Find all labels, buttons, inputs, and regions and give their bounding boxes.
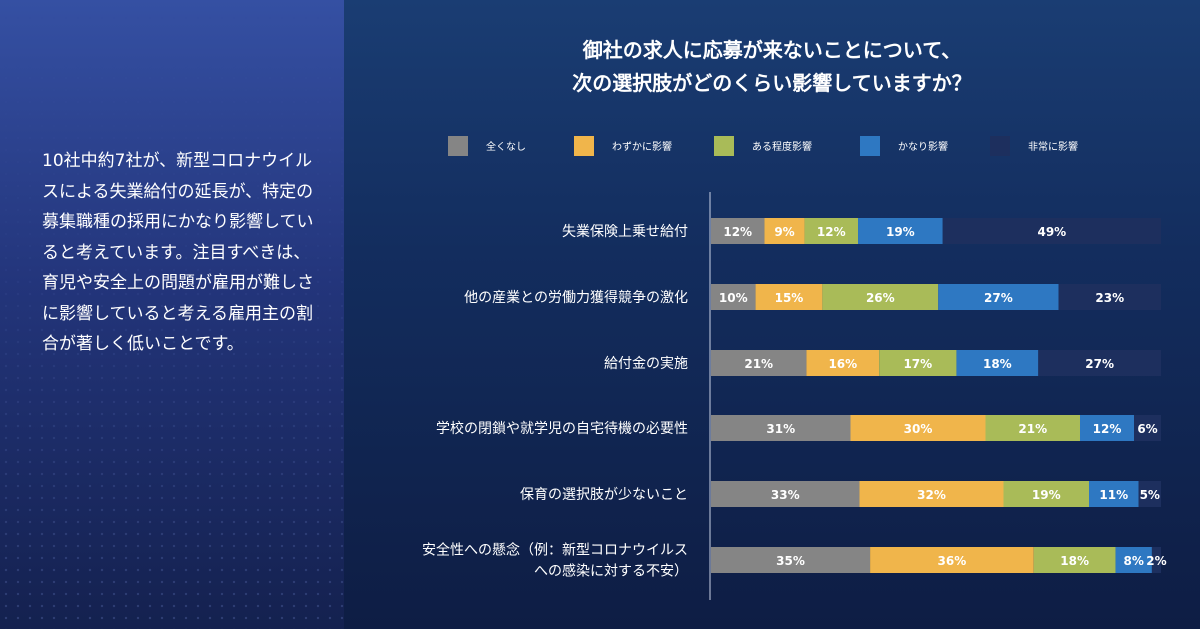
bar-segment	[956, 350, 1039, 376]
legend-swatch	[714, 136, 734, 156]
data-label: 35%	[776, 554, 805, 568]
bar-segment	[859, 481, 1004, 507]
data-label: 11%	[1099, 488, 1128, 502]
bar-segment	[1033, 547, 1116, 573]
legend-swatch	[990, 136, 1010, 156]
bar-segment	[711, 284, 756, 310]
bar-segment	[711, 350, 807, 376]
data-label: 21%	[1018, 422, 1047, 436]
category-label: 失業保険上乗せ給付	[562, 224, 688, 240]
bar-segment	[858, 218, 943, 244]
data-label: 19%	[1032, 488, 1061, 502]
bar-segment	[879, 350, 957, 376]
legend-label: 全くなし	[486, 140, 526, 153]
bar-segment	[1115, 547, 1152, 573]
category-label: 給付金の実施	[604, 356, 688, 372]
bar-segment	[985, 415, 1080, 441]
legend-label: ある程度影響	[752, 140, 812, 153]
legend-swatch	[574, 136, 594, 156]
category-label: 他の産業との労働力獲得競争の激化	[464, 289, 688, 306]
bar-segment	[755, 284, 823, 310]
summary-text: 10社中約7社が、新型コロナウイルスによる失業給付の延長が、特定の募集職種の採用…	[42, 151, 314, 354]
category-label: 安全性への懸念（例：新型コロナウイルス	[422, 542, 688, 559]
data-label: 10%	[719, 291, 748, 305]
bar-segment	[1151, 547, 1161, 573]
bar-segment	[711, 218, 765, 244]
data-label: 23%	[1095, 291, 1124, 305]
chart-panel: 御社の求人に応募が来ないことについて、 次の選択肢がどのくらい影響していますか？…	[344, 0, 1200, 629]
data-label: 33%	[771, 488, 800, 502]
data-label: 26%	[866, 291, 895, 305]
bar-segment	[942, 218, 1161, 244]
bar-segment	[870, 547, 1034, 573]
data-label: 12%	[723, 225, 752, 239]
legend-label: 非常に影響	[1028, 140, 1078, 153]
bar-segment	[1089, 481, 1139, 507]
bar-segment	[1080, 415, 1134, 441]
data-label: 27%	[984, 291, 1013, 305]
data-label: 32%	[917, 488, 946, 502]
bar-segment	[711, 547, 871, 573]
bar-segment	[1138, 481, 1161, 507]
data-label: 15%	[775, 291, 804, 305]
left-panel: 10社中約7社が、新型コロナウイルスによる失業給付の延長が、特定の募集職種の採用…	[0, 0, 344, 629]
bar-segment	[822, 284, 939, 310]
legend-label: かなり影響	[898, 140, 948, 153]
bar-segment	[850, 415, 986, 441]
data-label: 27%	[1085, 357, 1114, 371]
data-label: 12%	[817, 225, 846, 239]
category-label: 学校の閉鎖や就学児の自宅待機の必要性	[436, 420, 688, 437]
bar-segment	[938, 284, 1059, 310]
data-label: 2%	[1146, 554, 1166, 568]
bar-segment	[764, 218, 805, 244]
bar-segment	[711, 481, 860, 507]
data-label: 49%	[1037, 225, 1066, 239]
data-label: 5%	[1140, 488, 1160, 502]
legend-label: わずかに影響	[612, 140, 672, 153]
data-label: 30%	[904, 422, 933, 436]
bar-segment	[806, 350, 880, 376]
data-label: 18%	[983, 357, 1012, 371]
bar-segment	[1003, 481, 1089, 507]
bar-segment	[711, 415, 851, 441]
bar-segment	[804, 218, 859, 244]
bar-segment	[1134, 415, 1161, 441]
data-label: 6%	[1137, 422, 1157, 436]
legend-swatch	[860, 136, 880, 156]
chart-title-line-2: 次の選択肢がどのくらい影響していますか？	[572, 71, 972, 95]
bar-segment	[1058, 284, 1161, 310]
data-label: 21%	[744, 357, 773, 371]
category-label: への感染に対する不安）	[534, 563, 688, 580]
data-label: 19%	[886, 225, 915, 239]
data-label: 9%	[774, 225, 794, 239]
data-label: 18%	[1060, 554, 1089, 568]
data-label: 8%	[1124, 554, 1144, 568]
data-label: 31%	[766, 422, 795, 436]
bar-segment	[1038, 350, 1161, 376]
data-label: 12%	[1093, 422, 1122, 436]
data-label: 16%	[828, 357, 857, 371]
category-label: 保育の選択肢が少ないこと	[520, 487, 688, 503]
chart-title: 御社の求人に応募が来ないことについて、 次の選択肢がどのくらい影響していますか？	[344, 34, 1200, 100]
chart-title-line-1: 御社の求人に応募が来ないことについて、	[582, 38, 962, 62]
data-label: 36%	[938, 554, 967, 568]
data-label: 17%	[903, 357, 932, 371]
legend-swatch	[448, 136, 468, 156]
